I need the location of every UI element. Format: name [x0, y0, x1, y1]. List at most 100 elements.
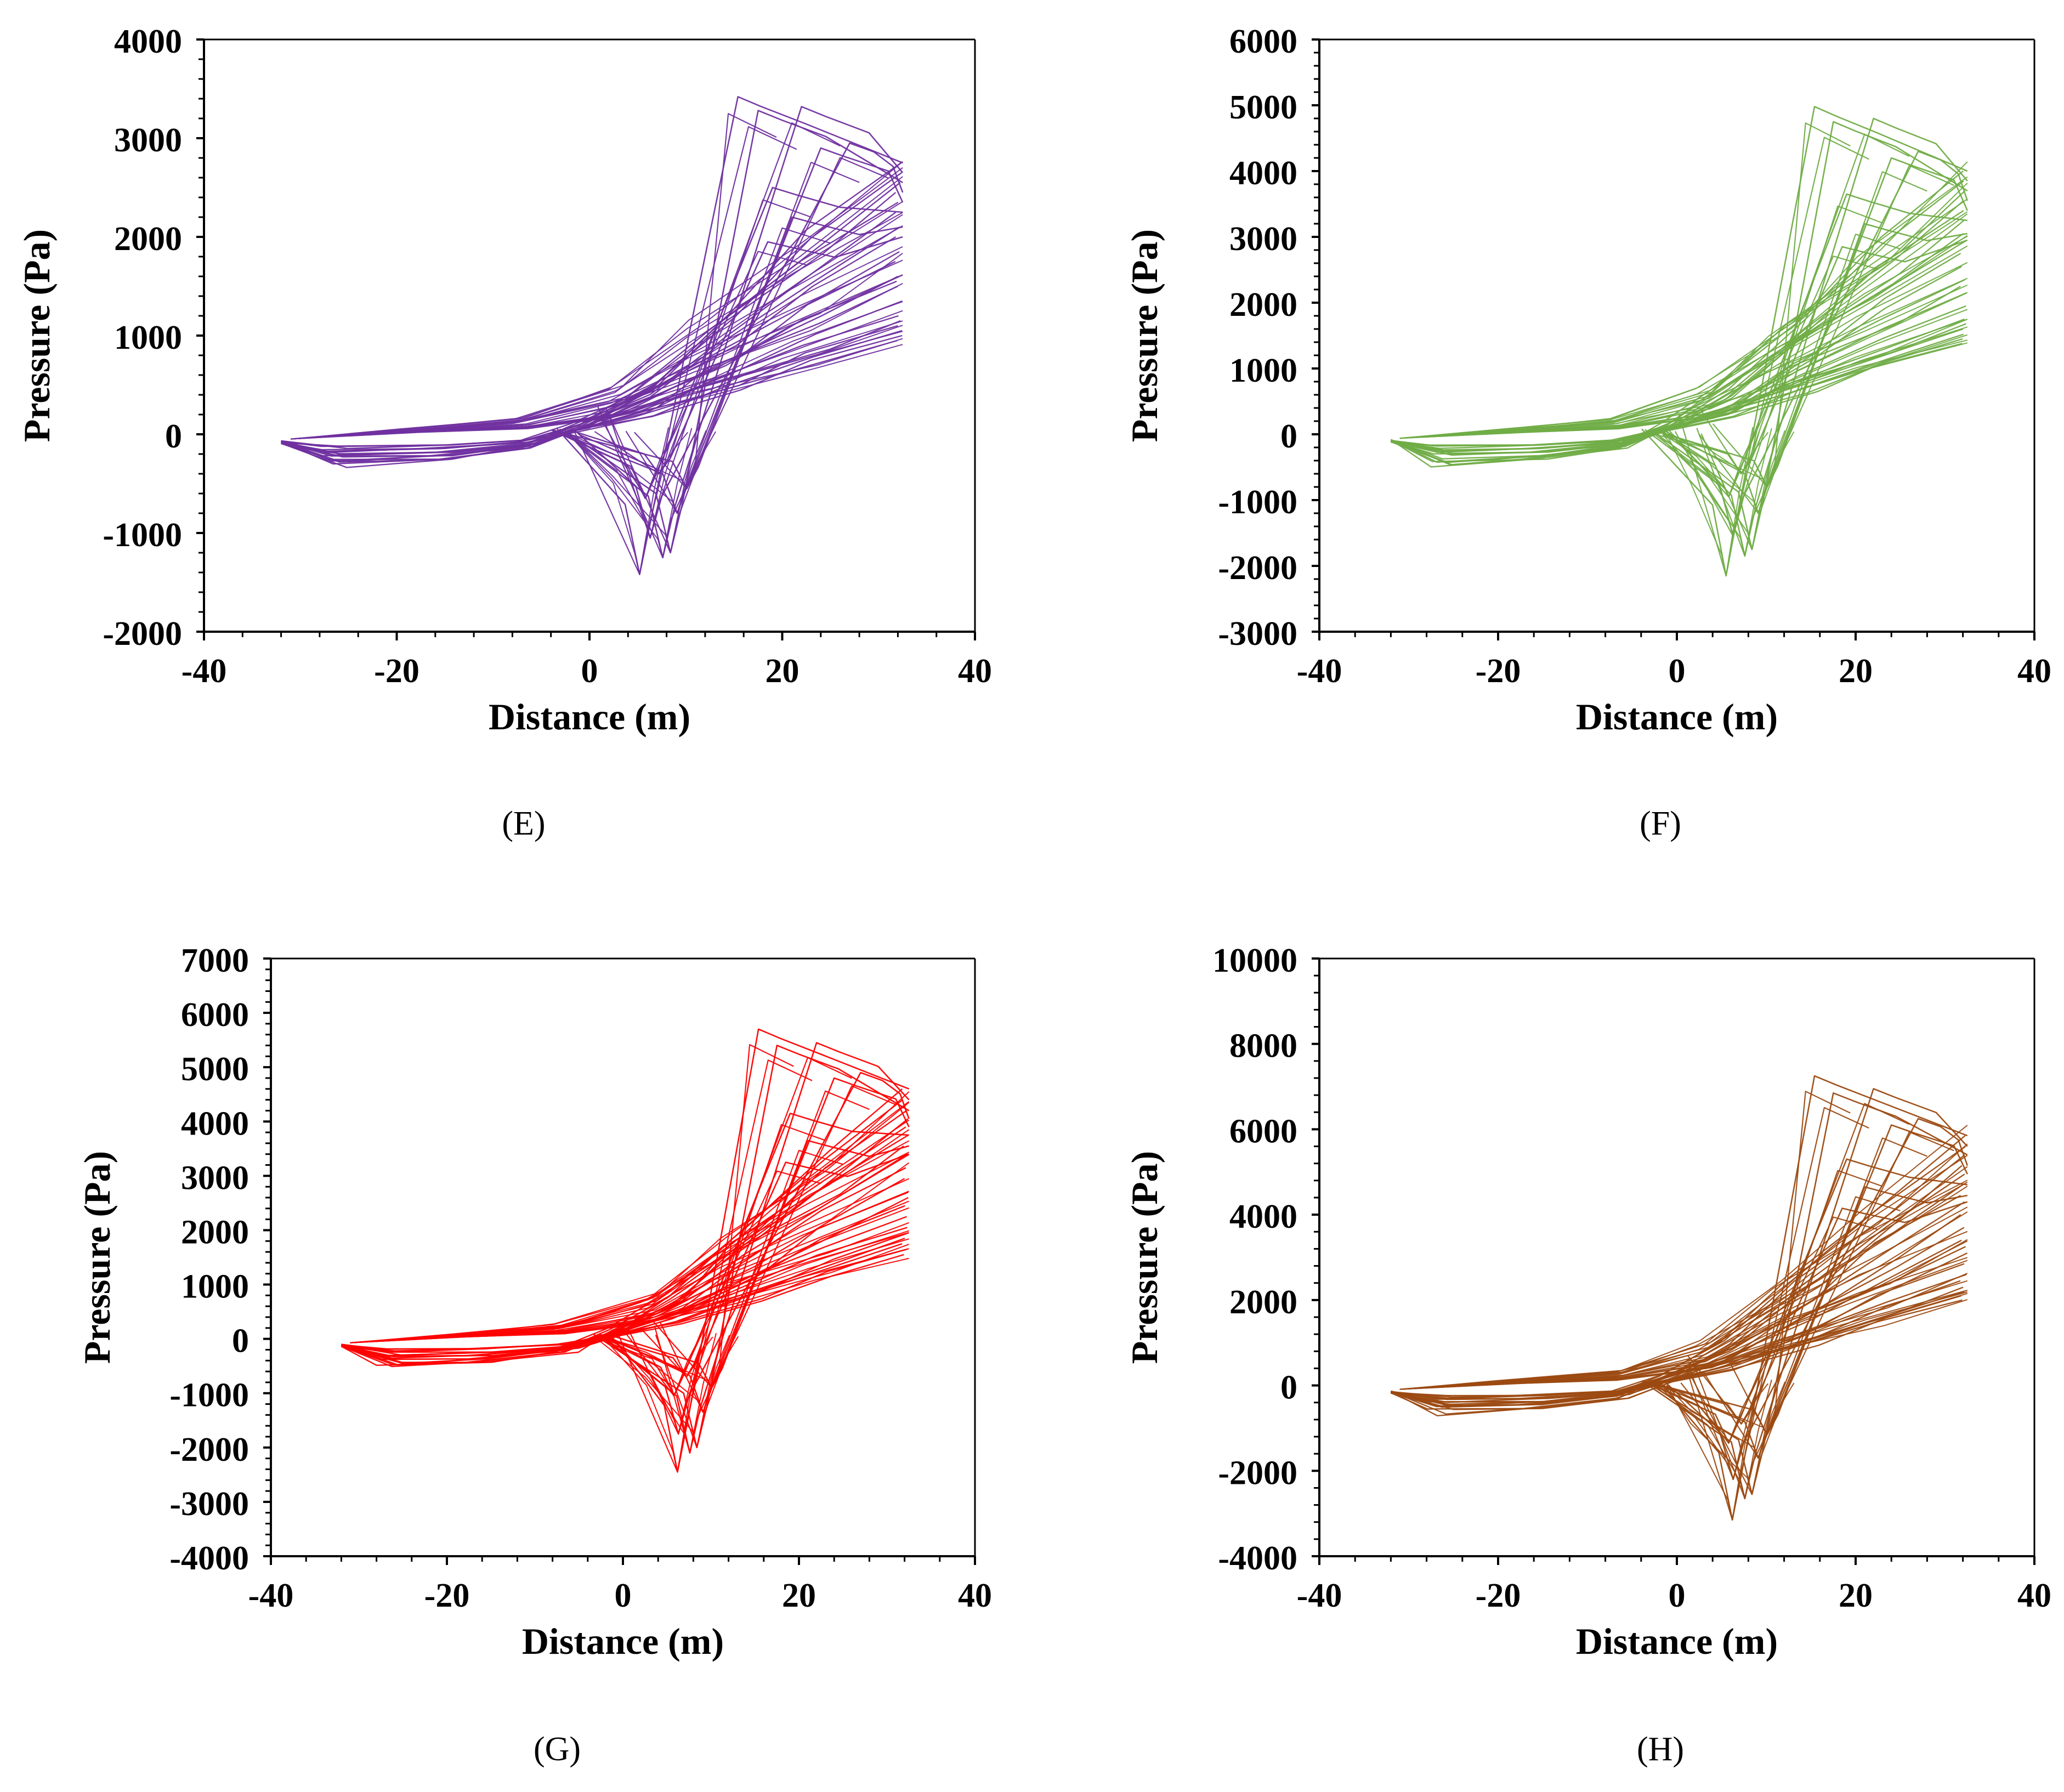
- x-tick-label-f-0: -40: [1297, 653, 1342, 690]
- y-tick-label-g-10: 6000: [181, 996, 249, 1034]
- data-line-h-38: [1399, 1155, 1968, 1390]
- panel-h: -4000 -2000 0 2000 4000 6000 8000 10000 -40 -20 0…: [1124, 942, 2051, 1768]
- data-line-e-57: [568, 428, 693, 558]
- data-line-g-47: [596, 1153, 910, 1378]
- data-line-g-58: [597, 1333, 724, 1448]
- x-tick-label-h-2: 0: [1669, 1577, 1686, 1614]
- data-line-f-61: [1663, 430, 1756, 497]
- data-line-f-62: [1663, 431, 1795, 487]
- data-line-f-17: [1391, 190, 1966, 456]
- data-line-h-57: [1653, 1380, 1772, 1499]
- y-tick-label-g-11: 7000: [181, 942, 249, 979]
- data-line-e-38: [291, 161, 903, 440]
- data-line-g-59: [603, 1334, 706, 1434]
- panel-caption-g: (G): [534, 1731, 581, 1768]
- data-line-g-31: [350, 1162, 910, 1343]
- x-tick-label-e-2: 0: [581, 653, 598, 690]
- x-ticks-f: -40 -20 0 20 40: [1297, 632, 2051, 690]
- y-ticks-h: -4000 -2000 0 2000 4000 6000 8000 10000: [1212, 942, 1319, 1577]
- y-tick-label-h-1: -2000: [1218, 1454, 1297, 1492]
- panel-caption-h: (H): [1637, 1731, 1684, 1768]
- data-line-h-29: [1399, 1239, 1968, 1390]
- x-axis-title-h: Distance (m): [1576, 1620, 1778, 1662]
- data-line-e-36: [291, 201, 903, 440]
- y-tick-label-f-4: 1000: [1229, 352, 1297, 389]
- y-tick-label-f-2: -1000: [1218, 484, 1297, 521]
- y-tick-label-e-4: 2000: [114, 220, 182, 258]
- y-axis-title-g: Pressure (Pa): [76, 1151, 118, 1364]
- x-tick-label-h-4: 40: [2017, 1577, 2051, 1614]
- data-line-f-60: [1662, 430, 1786, 514]
- data-line-h-59: [1657, 1380, 1761, 1480]
- y-tick-label-g-2: -2000: [169, 1431, 249, 1468]
- y-tick-label-e-3: 1000: [114, 319, 182, 356]
- x-tick-label-e-1: -20: [374, 653, 419, 690]
- data-line-e-56: [568, 427, 670, 575]
- y-tick-label-h-2: 0: [1280, 1369, 1297, 1407]
- data-line-g-46: [609, 1139, 909, 1389]
- x-ticks-g: -40 -20 0 20 40: [248, 1556, 992, 1614]
- y-tick-label-h-0: -4000: [1218, 1540, 1297, 1577]
- y-tick-label-e-0: -2000: [103, 615, 182, 653]
- panel-caption-f: (F): [1640, 805, 1681, 842]
- y-tick-label-f-9: 6000: [1229, 23, 1297, 60]
- data-line-e-43: [573, 142, 904, 539]
- y-tick-label-f-7: 4000: [1229, 155, 1297, 192]
- y-tick-label-f-0: -3000: [1218, 615, 1297, 653]
- y-ticks-g: -4000 -3000 -2000 -1000 0 1000 2000 3000 4000 500…: [169, 942, 271, 1577]
- data-line-e-59: [568, 429, 680, 538]
- data-line-h-19: [1391, 1135, 1966, 1398]
- data-line-f-56: [1666, 427, 1754, 576]
- y-tick-label-g-5: 1000: [181, 1268, 249, 1306]
- data-line-g-57: [613, 1332, 717, 1454]
- x-tick-label-h-3: 20: [1839, 1577, 1873, 1614]
- data-line-f-30: [1399, 262, 1968, 439]
- y-tick-label-f-8: 5000: [1229, 89, 1297, 126]
- data-line-h-43: [1663, 1118, 1969, 1481]
- y-axis-title-f: Pressure (Pa): [1124, 229, 1165, 442]
- y-tick-label-h-6: 8000: [1229, 1028, 1297, 1065]
- y-tick-label-g-0: -4000: [169, 1540, 249, 1577]
- x-tick-label-g-2: 0: [615, 1577, 632, 1614]
- data-line-g-61: [597, 1335, 701, 1397]
- y-tick-label-e-2: 0: [165, 418, 182, 455]
- y-tick-label-e-1: -1000: [103, 517, 182, 554]
- x-tick-label-e-4: 40: [958, 653, 992, 690]
- y-tick-label-f-3: 0: [1280, 418, 1297, 455]
- data-line-h-45: [1644, 1158, 1967, 1444]
- y-axis-title-h: Pressure (Pa): [1124, 1151, 1165, 1364]
- plot-area-g: [341, 1028, 910, 1473]
- y-tick-label-h-5: 6000: [1229, 1113, 1297, 1150]
- data-line-f-59: [1657, 429, 1761, 537]
- plot-area-f: [1390, 106, 1969, 577]
- data-line-g-39: [350, 1091, 910, 1343]
- data-line-h-5: [1390, 1273, 1967, 1417]
- data-line-e-61: [570, 430, 675, 499]
- data-line-g-60: [602, 1335, 730, 1413]
- x-tick-label-f-2: 0: [1669, 653, 1686, 690]
- y-tick-label-g-9: 5000: [181, 1051, 249, 1088]
- y-tick-label-e-6: 4000: [114, 23, 182, 60]
- x-ticks-h: -40 -20 0 20 40: [1297, 1556, 2051, 1614]
- data-line-h-7: [1391, 1252, 1968, 1403]
- x-tick-label-e-3: 20: [766, 653, 799, 690]
- panel-f: -3000 -2000 -1000 0 1000 2000 3000 4000 5000 6000…: [1124, 23, 2051, 842]
- data-line-f-39: [1399, 161, 1968, 439]
- x-tick-label-f-3: 20: [1839, 653, 1873, 690]
- x-tick-label-h-0: -40: [1297, 1577, 1342, 1614]
- data-line-g-63: [606, 1336, 713, 1377]
- data-line-h-12: [1391, 1201, 1965, 1408]
- x-tick-label-f-4: 40: [2017, 653, 2051, 690]
- y-tick-label-g-3: -1000: [169, 1377, 249, 1414]
- x-tick-label-h-1: -20: [1476, 1577, 1521, 1614]
- data-line-e-63: [579, 432, 689, 474]
- data-line-f-33: [1399, 235, 1968, 439]
- panel-caption-e: (E): [502, 805, 545, 842]
- y-tick-label-g-1: -3000: [169, 1485, 249, 1523]
- data-line-f-46: [1653, 223, 1968, 488]
- data-line-h-33: [1399, 1186, 1968, 1390]
- y-ticks-e: -2000 -1000 0 1000 2000 3000 4000: [103, 23, 204, 653]
